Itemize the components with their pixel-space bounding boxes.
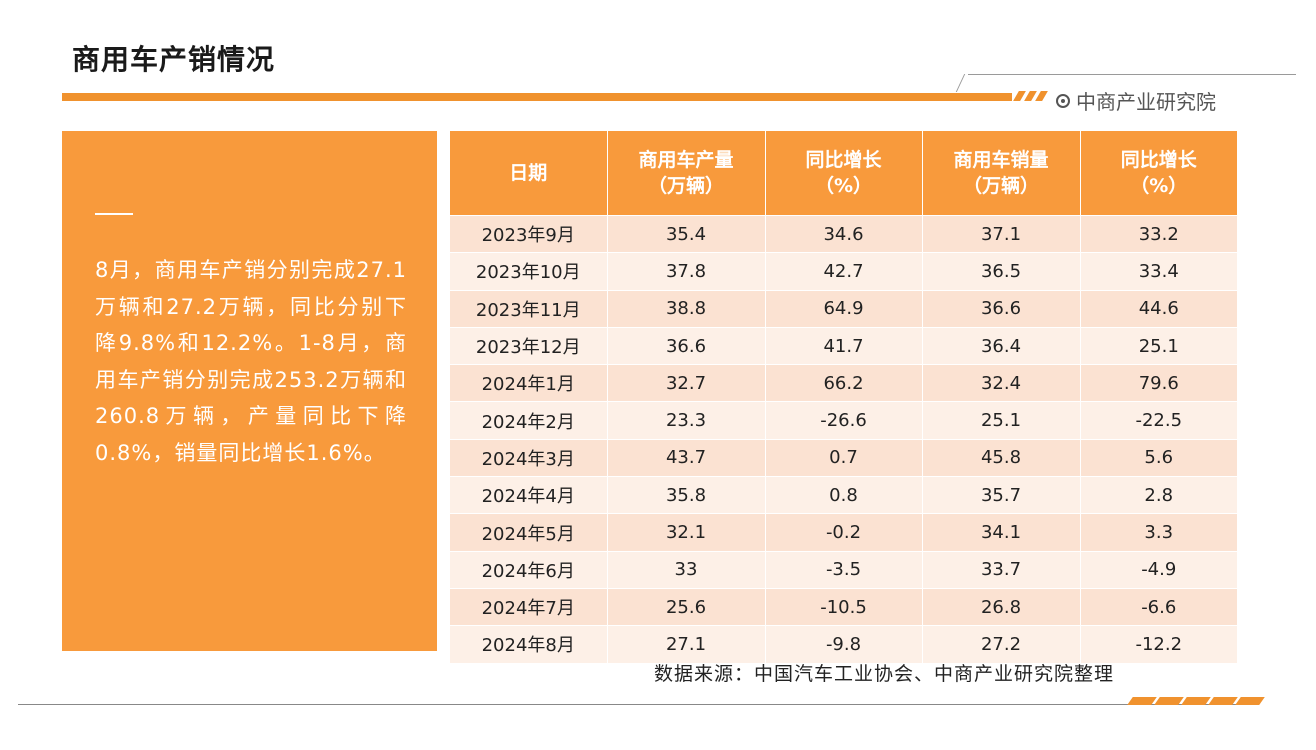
table-cell: 32.7 <box>607 364 766 402</box>
table-cell: 2023年12月 <box>450 326 608 365</box>
table-cell: 23.3 <box>607 401 766 440</box>
table-cell: 33.7 <box>922 550 1081 589</box>
table-cell: 2.8 <box>1080 476 1237 514</box>
table-cell: 45.8 <box>922 438 1081 477</box>
table-cell: 2024年1月 <box>450 364 608 402</box>
table-cell: 44.6 <box>1080 289 1237 328</box>
table-row: 2023年10月 37.8 42.7 36.5 33.4 <box>450 252 1237 291</box>
table-cell: 25.1 <box>1080 326 1237 365</box>
brand-name: 中商产业研究院 <box>1076 90 1216 114</box>
table-cell: -22.5 <box>1080 401 1237 440</box>
table-cell: 0.7 <box>765 438 923 477</box>
table-cell: 36.5 <box>922 252 1081 291</box>
table-cell: 2024年6月 <box>450 550 608 589</box>
table-cell: -10.5 <box>765 587 923 626</box>
table-row: 2024年5月 32.1 -0.2 34.1 3.3 <box>450 513 1237 552</box>
table-row: 2024年4月 35.8 0.8 35.7 2.8 <box>450 476 1237 514</box>
table-cell: 2024年4月 <box>450 476 608 514</box>
table-row: 2023年12月 36.6 41.7 36.4 25.1 <box>450 326 1237 365</box>
table-row: 2024年1月 32.7 66.2 32.4 79.6 <box>450 364 1237 402</box>
table-cell: -4.9 <box>1080 550 1237 589</box>
table-cell: 2024年8月 <box>450 625 608 663</box>
table-cell: 3.3 <box>1080 513 1237 552</box>
table-cell: 79.6 <box>1080 364 1237 402</box>
table-cell: 2023年11月 <box>450 289 608 328</box>
table-cell: 36.4 <box>922 326 1081 365</box>
table-header-cell: 商用车产量 （万辆） <box>607 131 766 216</box>
table-cell: -26.6 <box>765 401 923 440</box>
table-row: 2024年6月 33 -3.5 33.7 -4.9 <box>450 550 1237 589</box>
table-cell: 25.1 <box>922 401 1081 440</box>
table-cell: 35.7 <box>922 476 1081 514</box>
table-cell: 25.6 <box>607 587 766 626</box>
header-stripes <box>1013 91 1048 101</box>
footer-stripes <box>1127 697 1265 705</box>
table-cell: 32.1 <box>607 513 766 552</box>
table-cell: 2024年2月 <box>450 401 608 440</box>
table-cell: 43.7 <box>607 438 766 477</box>
header-divider-slant <box>955 74 966 92</box>
table-cell: 5.6 <box>1080 438 1237 477</box>
table-cell: -0.2 <box>765 513 923 552</box>
table-cell: 66.2 <box>765 364 923 402</box>
table-cell: -12.2 <box>1080 625 1237 663</box>
page-title: 商用车产销情况 <box>72 43 276 76</box>
table-row: 2024年8月 27.1 -9.8 27.2 -12.2 <box>450 625 1237 663</box>
table-header-row: 日期 商用车产量 （万辆） 同比增长 （%） 商用车销量 （万辆） 同比增长 （%） <box>450 131 1237 216</box>
header-divider-line <box>968 74 1296 75</box>
table-cell: 2023年10月 <box>450 252 608 291</box>
table-cell: -6.6 <box>1080 587 1237 626</box>
table-cell: 34.1 <box>922 513 1081 552</box>
data-table: 日期 商用车产量 （万辆） 同比增长 （%） 商用车销量 （万辆） 同比增长 （%） 2… <box>450 131 1237 663</box>
source-note: 数据来源：中国汽车工业协会、中商产业研究院整理 <box>654 663 1115 685</box>
table-cell: -3.5 <box>765 550 923 589</box>
table-cell: 37.1 <box>922 214 1081 253</box>
table-cell: 32.4 <box>922 364 1081 402</box>
table-cell: 26.8 <box>922 587 1081 626</box>
table-row: 2023年11月 38.8 64.9 36.6 44.6 <box>450 289 1237 328</box>
table-cell: 42.7 <box>765 252 923 291</box>
table-cell: 36.6 <box>607 326 766 365</box>
table-row: 2024年3月 43.7 0.7 45.8 5.6 <box>450 438 1237 477</box>
table-row: 2024年2月 23.3 -26.6 25.1 -22.5 <box>450 401 1237 440</box>
table-cell: 38.8 <box>607 289 766 328</box>
table-cell: 33.4 <box>1080 252 1237 291</box>
table-row: 2024年7月 25.6 -10.5 26.8 -6.6 <box>450 587 1237 626</box>
summary-dash <box>95 213 133 215</box>
table-cell: 41.7 <box>765 326 923 365</box>
table-cell: 0.8 <box>765 476 923 514</box>
table-cell: 2024年5月 <box>450 513 608 552</box>
summary-text: 8月，商用车产销分别完成27.1万辆和27.2万辆，同比分别下降9.8%和12.… <box>95 258 407 465</box>
table-cell: 27.1 <box>607 625 766 663</box>
table-row: 2023年9月 35.4 34.6 37.1 33.2 <box>450 214 1237 253</box>
summary-panel: 8月，商用车产销分别完成27.1万辆和27.2万辆，同比分别下降9.8%和12.… <box>62 131 437 651</box>
title-underline-bar <box>62 93 1012 101</box>
table-cell: 35.4 <box>607 214 766 253</box>
table-cell: 2023年9月 <box>450 214 608 253</box>
table-cell: 2024年3月 <box>450 438 608 477</box>
table-cell: 27.2 <box>922 625 1081 663</box>
table-header-cell: 同比增长 （%） <box>1080 131 1237 216</box>
table-cell: 64.9 <box>765 289 923 328</box>
brand-logo: 中商产业研究院 <box>1056 86 1216 115</box>
table-cell: 37.8 <box>607 252 766 291</box>
table-cell: 35.8 <box>607 476 766 514</box>
table-cell: 33.2 <box>1080 214 1237 253</box>
table-cell: 34.6 <box>765 214 923 253</box>
table-header-cell: 商用车销量 （万辆） <box>922 131 1081 216</box>
table-header-cell: 日期 <box>450 131 608 216</box>
table-cell: 33 <box>607 550 766 589</box>
table-cell: -9.8 <box>765 625 923 663</box>
footer-line <box>18 704 1256 705</box>
table-header-cell: 同比增长 （%） <box>765 131 923 216</box>
table-cell: 36.6 <box>922 289 1081 328</box>
table-body: 2023年9月 35.4 34.6 37.1 33.2 2023年10月 37.8 42.7 3… <box>450 214 1237 663</box>
target-icon <box>1056 93 1070 108</box>
table-cell: 2024年7月 <box>450 587 608 626</box>
